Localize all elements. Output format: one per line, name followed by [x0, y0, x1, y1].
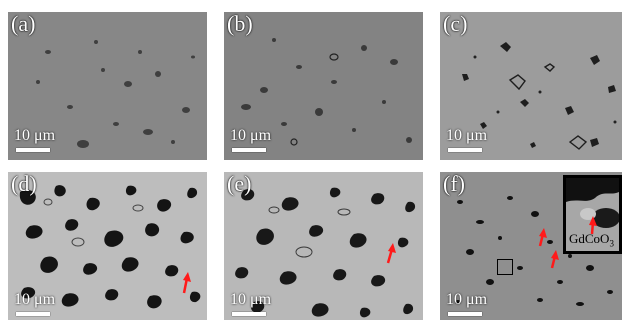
- panel-b-image: [241, 38, 412, 146]
- panel-label-b: (b): [227, 12, 253, 36]
- inset-image: [566, 178, 619, 235]
- arrow-icon: [386, 243, 396, 264]
- panel-c-image: [462, 42, 617, 150]
- arrow-icon: [550, 250, 559, 269]
- panel-label-e: (e): [227, 172, 252, 196]
- scale-text-e: 10 μm: [230, 291, 272, 308]
- panel-a-image: [36, 40, 195, 148]
- panel-label-d: (d): [11, 172, 37, 196]
- scale-text-b: 10 μm: [230, 127, 272, 144]
- scale-text-f: 10 μm: [446, 291, 488, 308]
- panel-d-image: [19, 185, 201, 309]
- scale-text-c: 10 μm: [446, 127, 488, 144]
- scale-bar-f: [448, 312, 482, 316]
- scale-text-d: 10 μm: [14, 291, 56, 308]
- scale-bar-d: [16, 312, 50, 316]
- micrograph-panel-c: (c) 10 μm: [440, 12, 622, 160]
- arrow-icon: [538, 228, 547, 247]
- micrograph-panel-d: (d) 10 μm: [8, 172, 207, 320]
- zoom-inset: GdCoO3: [563, 175, 622, 254]
- panel-label-a: (a): [11, 12, 36, 36]
- micrograph-panel-f: GdCoO3 (f) 10 μm: [440, 172, 622, 320]
- scale-bar-b: [232, 148, 266, 152]
- zoom-region-box: [497, 259, 513, 275]
- micrograph-panel-e: (e) 10 μm: [224, 172, 423, 320]
- panel-label-c: (c): [443, 12, 468, 36]
- panel-label-f: (f): [443, 172, 465, 196]
- micrograph-panel-a: (a) 10 μm: [8, 12, 207, 160]
- inset-label: GdCoO3: [569, 231, 614, 249]
- panel-e-image: [235, 187, 416, 318]
- scale-text-a: 10 μm: [14, 127, 56, 144]
- scale-bar-c: [448, 148, 482, 152]
- arrow-icon: [589, 216, 597, 235]
- scale-bar-a: [16, 148, 50, 152]
- arrow-icon: [182, 272, 191, 294]
- micrograph-panel-b: (b) 10 μm: [224, 12, 423, 160]
- scale-bar-e: [232, 312, 266, 316]
